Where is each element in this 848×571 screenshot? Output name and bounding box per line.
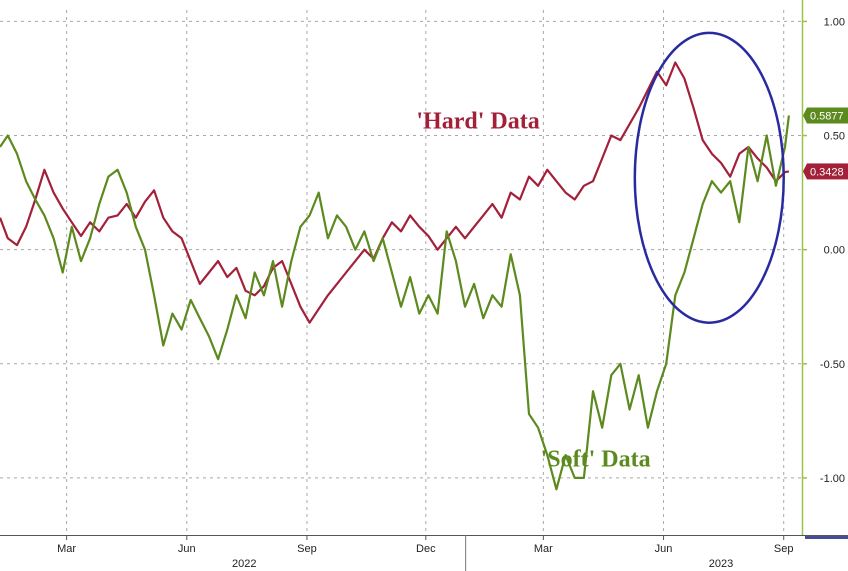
year-label: 2022 [232,558,256,570]
last-value-badge-soft: 0.5877 [803,107,848,124]
y-tick-label: 0.00 [824,245,845,257]
badge-pointer [803,107,807,124]
last-value-badge-hard: 0.3428 [803,163,848,180]
scroll-marker [805,536,848,539]
year-label: 2023 [709,558,733,570]
badge-value: 0.5877 [810,111,844,123]
right-axis-panel [802,0,848,571]
y-tick-label: 1.00 [824,16,845,28]
series-line-soft [0,115,790,491]
x-tick-label: Sep [297,543,317,555]
highlight-ellipse [633,31,785,324]
x-tick-label: Jun [655,543,673,555]
bottom-axis-panel [0,535,848,571]
y-tick-label: 0.50 [824,131,845,143]
x-tick-label: Sep [774,543,794,555]
badge-pointer [803,163,807,180]
series-lines [0,61,790,491]
gridlines [0,10,802,535]
x-tick-label: Dec [416,543,436,555]
x-tick-label: Mar [534,543,553,555]
badge-box [807,107,848,124]
badge-box [807,163,848,180]
x-tick-label: Jun [178,543,196,555]
y-tick-label: -0.50 [820,359,845,371]
x-tick-label: Mar [57,543,76,555]
annotation-soft: 'Soft' Data [541,447,651,473]
badge-value: 0.3428 [810,166,844,178]
annotations: 'Hard' Data 'Soft' Data [416,31,785,473]
annotation-hard: 'Hard' Data [416,109,539,135]
y-tick-label: -1.00 [820,473,845,485]
